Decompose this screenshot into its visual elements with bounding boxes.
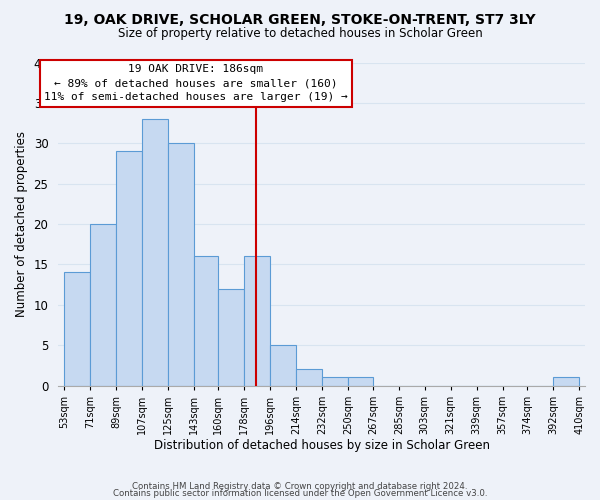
Text: Contains public sector information licensed under the Open Government Licence v3: Contains public sector information licen…	[113, 489, 487, 498]
Bar	[90, 224, 116, 386]
Bar	[271, 345, 296, 386]
Bar	[322, 378, 348, 386]
Text: 19, OAK DRIVE, SCHOLAR GREEN, STOKE-ON-TRENT, ST7 3LY: 19, OAK DRIVE, SCHOLAR GREEN, STOKE-ON-T…	[64, 12, 536, 26]
Bar	[194, 256, 218, 386]
Y-axis label: Number of detached properties: Number of detached properties	[15, 131, 28, 317]
Bar	[218, 288, 244, 386]
Bar	[553, 378, 579, 386]
Text: 19 OAK DRIVE: 186sqm
← 89% of detached houses are smaller (160)
11% of semi-deta: 19 OAK DRIVE: 186sqm ← 89% of detached h…	[44, 64, 348, 102]
X-axis label: Distribution of detached houses by size in Scholar Green: Distribution of detached houses by size …	[154, 440, 490, 452]
Bar	[64, 272, 90, 386]
Bar	[168, 144, 194, 386]
Bar	[296, 370, 322, 386]
Bar	[348, 378, 373, 386]
Bar	[116, 152, 142, 386]
Bar	[142, 119, 168, 386]
Text: Contains HM Land Registry data © Crown copyright and database right 2024.: Contains HM Land Registry data © Crown c…	[132, 482, 468, 491]
Bar	[244, 256, 271, 386]
Text: Size of property relative to detached houses in Scholar Green: Size of property relative to detached ho…	[118, 28, 482, 40]
